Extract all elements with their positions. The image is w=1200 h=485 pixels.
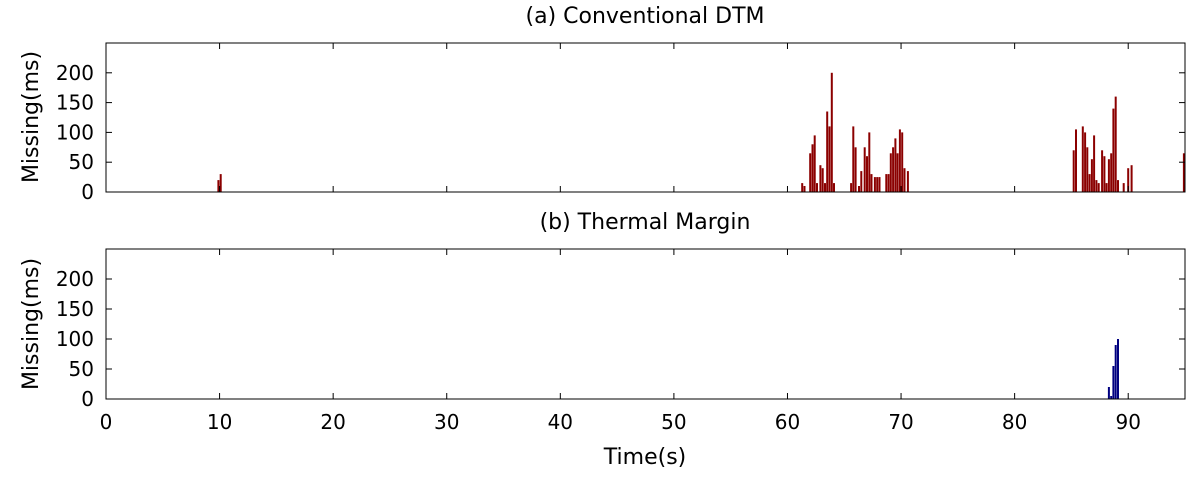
bar-a-21 [866,156,868,192]
x-tick-label-b-10: 10 [207,410,232,434]
x-tick-label-b-20: 20 [320,410,345,434]
bar-a-37 [1072,150,1075,192]
x-tick-label-b-90: 90 [1115,410,1140,434]
bar-a-54 [1117,180,1119,192]
bar-a-51 [1110,153,1113,192]
bar-a-43 [1090,159,1093,192]
y-tick-label-a-150: 150 [56,91,94,115]
bar-a-52 [1112,108,1115,192]
bar-a-10 [824,183,826,192]
x-tick-label-b-50: 50 [661,410,686,434]
bar-b-3 [1114,345,1117,399]
bar-a-50 [1107,159,1110,192]
y-tick-label-a-100: 100 [56,120,94,144]
bar-a-22 [868,132,871,192]
bar-a-48 [1103,156,1106,192]
x-tick-label-b-40: 40 [548,410,573,434]
x-axis-label: Time(s) [603,445,686,470]
bar-a-16 [852,126,855,192]
plot-area-b: 0 50 100 150 200 0 10 20 30 40 50 60 70 80 90 [56,249,1185,434]
x-tick-label-b-70: 70 [888,410,913,434]
x-tick-label-b-30: 30 [434,410,459,434]
bar-a-14 [833,183,835,192]
bar-a-5 [811,144,814,192]
bar-a-32 [896,153,899,192]
y-axis-label-b: Missing(ms) [19,258,44,390]
bar-a-11 [826,111,829,192]
bar-a-53 [1114,96,1117,192]
bar-a-31 [894,138,897,192]
y-tick-label-a-50: 50 [69,150,94,174]
bar-a-0 [217,180,220,192]
bar-b-0 [1107,387,1110,399]
bar-a-13 [830,72,833,192]
bar-a-34 [901,132,904,192]
bar-a-35 [903,168,906,192]
bar-a-55 [1122,183,1125,192]
plot-frame-a [105,42,1186,193]
bar-a-38 [1075,129,1077,192]
y-tick-label-b-100: 100 [56,327,94,351]
bar-a-44 [1093,135,1096,192]
bar-a-39 [1081,126,1084,192]
bar-a-57 [1130,165,1133,192]
bar-a-8 [819,165,822,192]
bar-a-49 [1105,183,1108,192]
bar-a-29 [889,153,892,192]
bar-a-25 [876,177,879,192]
bar-a-4 [809,153,812,192]
bar-a-56 [1127,168,1130,192]
bar-a-46 [1097,183,1100,192]
bar-a-58 [1182,153,1185,192]
bar-a-1 [219,174,222,192]
bar-a-47 [1101,150,1104,192]
bar-b-4 [1117,339,1119,399]
bar-a-27 [885,174,888,192]
bar-a-12 [828,126,831,192]
x-tick-label-b-60: 60 [775,410,800,434]
panel-thermal-margin: (b) Thermal Margin Missing(ms) 050100150… [19,210,1186,470]
bar-b-1 [1110,396,1113,399]
bar-a-2 [801,183,804,192]
bar-b-2 [1112,366,1115,399]
y-tick-label-b-50: 50 [69,357,94,381]
bar-a-7 [816,183,818,192]
plot-frame-b [105,248,1186,400]
bar-a-3 [803,186,806,192]
x-tick-label-b-0: 0 [100,410,113,434]
bar-a-28 [887,174,890,192]
x-tick-label-b-80: 80 [1002,410,1027,434]
bar-a-6 [813,135,816,192]
plot-area-a: 0 50 100 150 200 [56,43,1185,204]
bar-a-45 [1095,180,1098,192]
bar-a-33 [898,129,901,192]
bar-a-41 [1086,147,1089,192]
panel-conventional-dtm: (a) Conventional DTM Missing(ms) 0 50 100 1… [19,4,1186,204]
bar-a-23 [870,174,873,192]
bar-a-18 [858,186,860,192]
bar-a-42 [1088,174,1091,192]
chart-title-b: (b) Thermal Margin [540,210,751,235]
bar-a-40 [1084,132,1087,192]
bar-a-30 [892,147,895,192]
bar-a-20 [863,147,866,192]
chart-title-a: (a) Conventional DTM [526,4,765,29]
y-axis-label-a: Missing(ms) [19,51,44,183]
y-tick-label-b-0: 0 [81,387,94,411]
y-tick-label-a-200: 200 [56,61,94,85]
bar-a-36 [906,171,909,192]
y-tick-label-b-200: 200 [56,267,94,291]
y-tick-label-b-150: 150 [56,297,94,321]
bar-a-24 [873,177,876,192]
bar-a-15 [850,183,853,192]
bar-a-9 [821,168,824,192]
y-tick-label-a-0: 0 [81,180,94,204]
bar-a-17 [854,147,857,192]
bar-a-26 [878,177,881,192]
bar-a-19 [860,171,863,192]
